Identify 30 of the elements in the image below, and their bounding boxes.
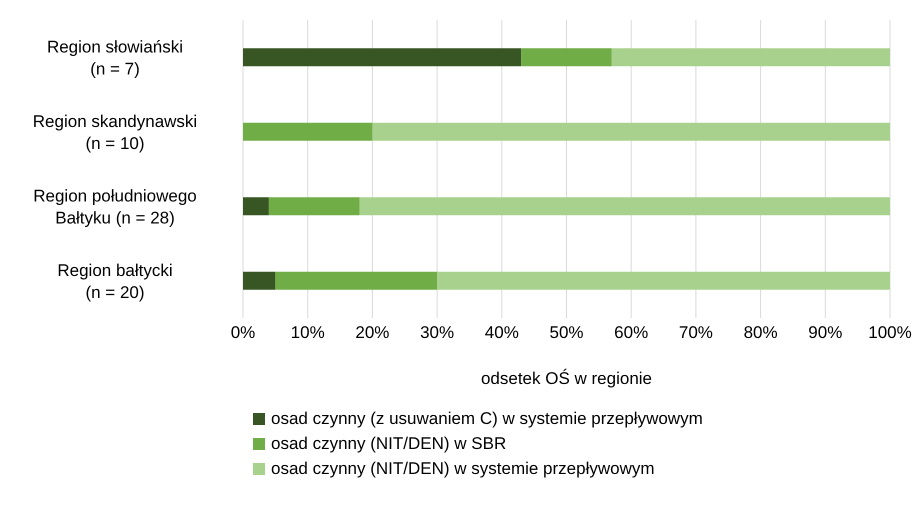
legend-label: osad czynny (NIT/DEN) w SBR [271, 434, 506, 454]
bar [243, 48, 522, 66]
x-tick-label: 90% [808, 323, 842, 342]
bar [359, 197, 890, 216]
bar [372, 122, 890, 141]
bar [275, 272, 438, 290]
bar [437, 272, 890, 290]
x-tick-label: 40% [484, 323, 519, 342]
x-tick-label: 100% [868, 323, 912, 342]
x-tick-label: 80% [744, 323, 778, 342]
x-tick-label: 10% [290, 323, 325, 342]
y-tick-label: Region skandynawski (n = 10) [32, 112, 198, 153]
x-tick-label: 50% [549, 323, 584, 342]
legend-label: osad czynny (NIT/DEN) w systemie przepływowym [271, 458, 655, 478]
x-tick-label: 20% [355, 323, 390, 342]
x-tick-label: 70% [678, 323, 713, 342]
x-tick-label: 30% [420, 323, 454, 342]
y-tick-label: Region słowiański (n = 7) [46, 37, 184, 78]
bar [243, 197, 269, 216]
legend-label: osad czynny (z usuwaniem C) w systemie przepływowym [271, 408, 703, 428]
bar [243, 272, 276, 290]
bar [243, 122, 372, 141]
bar [268, 197, 360, 216]
bar [612, 48, 890, 66]
x-tick-label: 60% [614, 323, 648, 342]
x-axis-title: odsetek OŚ w regionie [480, 368, 652, 388]
bar [521, 48, 612, 66]
x-tick-label: 0% [230, 323, 256, 342]
y-tick-label: Region bałtycki (n = 20) [57, 260, 173, 302]
y-tick-label: Region południowego Bałtyku (n = 28) [33, 186, 197, 228]
